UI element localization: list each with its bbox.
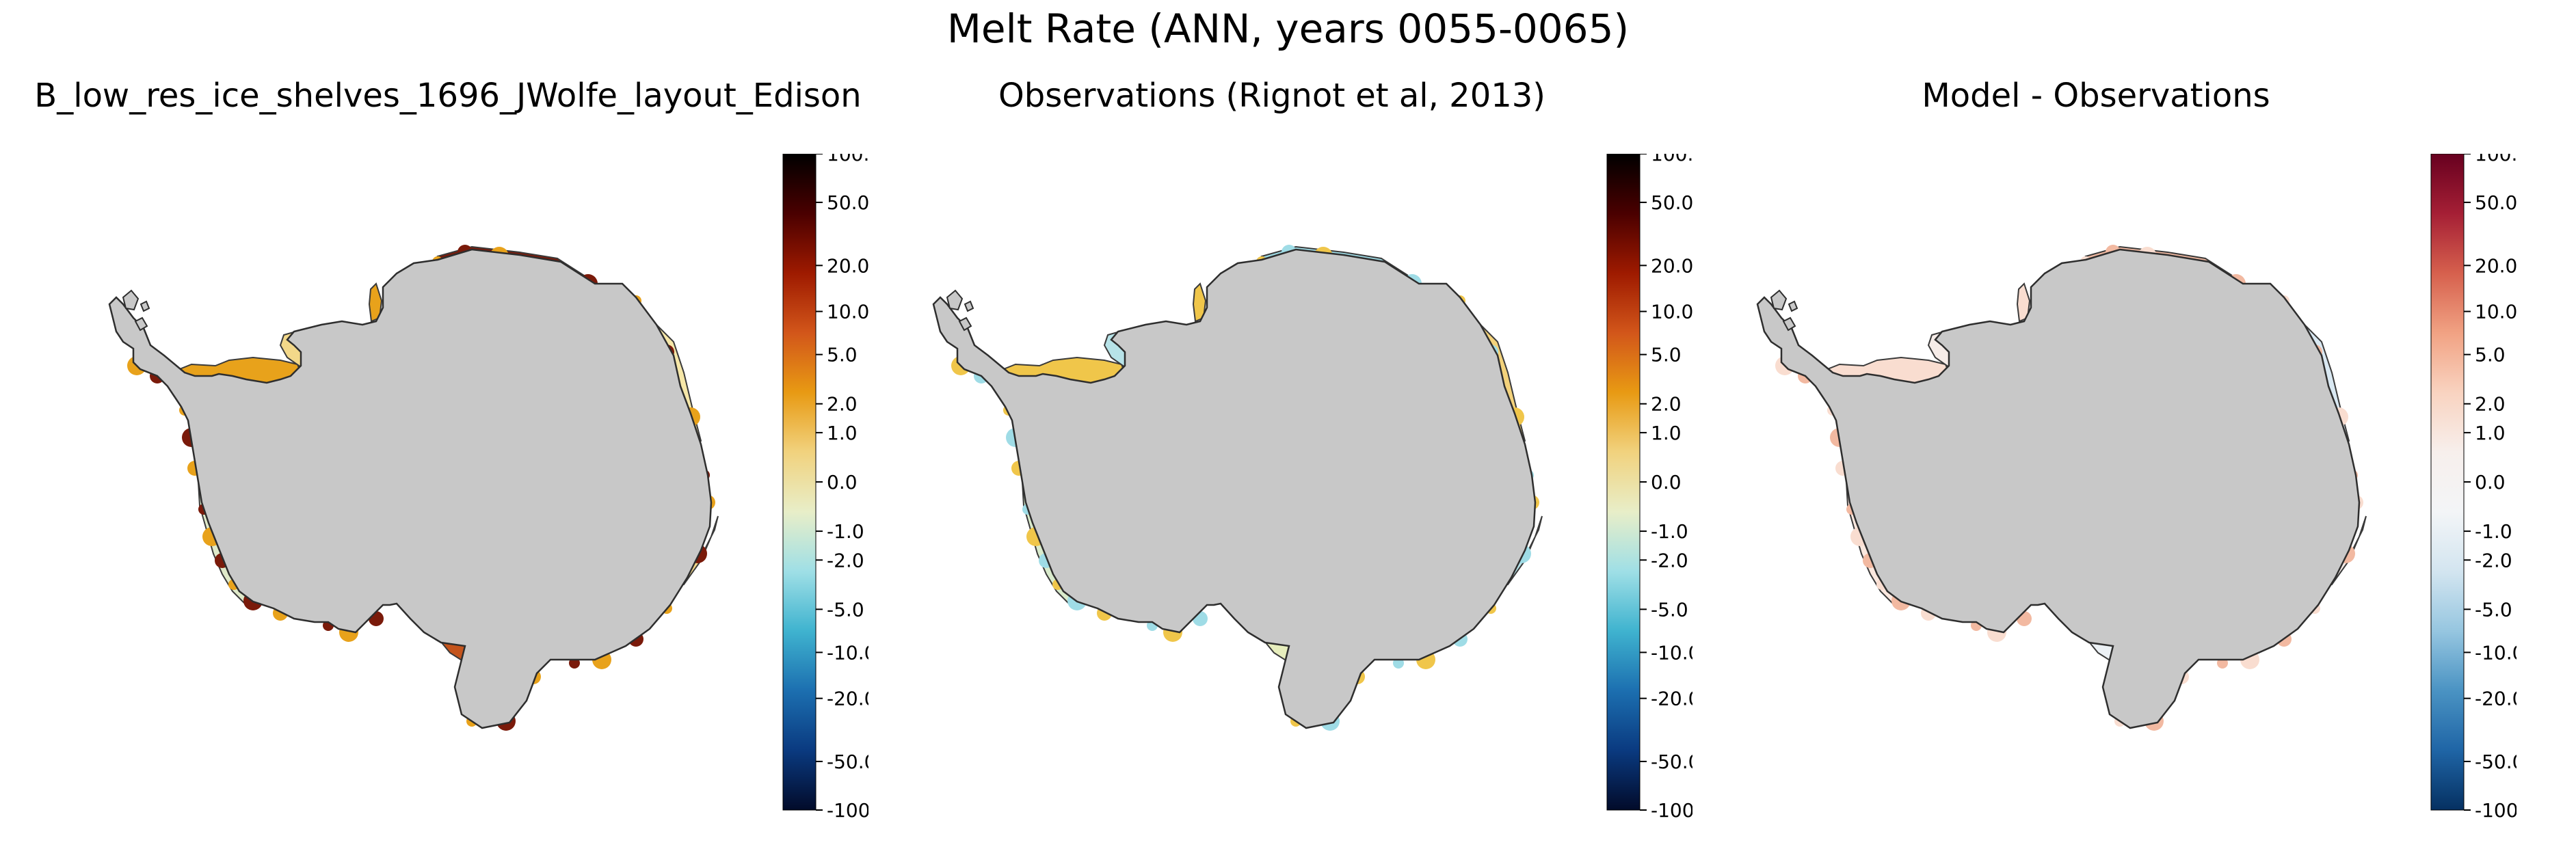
panel-observations: Observations (Rignot et al, 2013) 100.0 5… [851, 68, 1692, 834]
island [122, 289, 140, 311]
colorbar-tick-label: -10.0 [2475, 641, 2517, 664]
colorbar-tick-label: -2.0 [2475, 549, 2512, 571]
colorbar-tick-label: -20.0 [827, 688, 868, 710]
colorbar-tick-label: 5.0 [1651, 344, 1682, 366]
colorbar-tick-label: -10.0 [1651, 641, 1692, 664]
colorbar-tick-label: 5.0 [2475, 344, 2506, 366]
colorbar-tick-label: -20.0 [1651, 688, 1692, 710]
colorbar-tick-label: -50.0 [1651, 751, 1692, 773]
colorbar-tick-label: 100.0 [1651, 154, 1692, 165]
figure-suptitle: Melt Rate (ANN, years 0055-0065) [946, 5, 1630, 52]
colorbar-tick-label: -10.0 [827, 641, 868, 664]
colorbar-tick-label: 2.0 [2475, 393, 2506, 416]
melt-rate-map: 100.0 50.0 20.0 10.0 5.0 2.0 1.0 0.0 -1.0 -2.0 -5.… [932, 154, 1692, 822]
island [140, 300, 150, 312]
colorbar-tick-label: 20.0 [2475, 254, 2517, 277]
antarctica-landmass [932, 248, 1537, 729]
ice-shelf [1192, 282, 1207, 323]
colorbar-tick-label: 1.0 [2475, 422, 2506, 444]
colorbar-tick-label: 2.0 [827, 393, 858, 416]
ice-shelf [2016, 282, 2031, 323]
panel-model: B_low_res_ice_shelves_1696_JWolfe_layout… [27, 68, 868, 834]
island [958, 316, 972, 332]
island [1788, 300, 1798, 312]
colorbar-tick-label: 0.0 [1651, 471, 1682, 494]
colorbar-tick-label: 20.0 [1651, 254, 1692, 277]
melt-rate-map: 100.0 50.0 20.0 10.0 5.0 2.0 1.0 0.0 -1.0 -2.0 -5.… [1756, 154, 2517, 822]
island [1782, 316, 1796, 332]
colorbar-tick-label: 50.0 [2475, 191, 2517, 214]
colorbar-tick-label: -100.0 [827, 799, 868, 822]
colorbar-tick-label: 10.0 [827, 301, 868, 323]
colorbar [1606, 154, 1641, 811]
colorbar-tick-label: -1.0 [2475, 520, 2512, 543]
map-area: 100.0 50.0 20.0 10.0 5.0 2.0 1.0 0.0 -1.0 -2.0 -5.… [851, 154, 1692, 831]
colorbar-tick-label: -1.0 [827, 520, 864, 543]
antarctica-landmass [1756, 248, 2361, 729]
panel-title: Model - Observations [1922, 77, 2270, 115]
colorbar-tick-label: 0.0 [827, 471, 858, 494]
colorbar-tick-label: -5.0 [2475, 598, 2512, 621]
melt-rate-map: 100.0 50.0 20.0 10.0 5.0 2.0 1.0 0.0 -1.0 -2.0 -5.… [108, 154, 868, 822]
colorbar-tick-label: 10.0 [2475, 301, 2517, 323]
panel-model-minus-observations: Model - Observations 100.0 50.0 20.0 10.0 5.… [1675, 68, 2517, 834]
colorbar-tick-label: 100.0 [827, 154, 868, 165]
colorbar-tick-label: 20.0 [827, 254, 868, 277]
colorbar-tick-label: -5.0 [1651, 598, 1688, 621]
colorbar-tick-label: 50.0 [1651, 191, 1692, 214]
colorbar-tick-label: -50.0 [827, 751, 868, 773]
colorbar-tick-label: -5.0 [827, 598, 864, 621]
island [964, 300, 974, 312]
colorbar-tick-label: 50.0 [827, 191, 868, 214]
colorbar-tick-label: -2.0 [827, 549, 864, 571]
colorbar-tick-label: -100.0 [2475, 799, 2517, 822]
panel-title: B_low_res_ice_shelves_1696_JWolfe_layout… [34, 77, 862, 115]
panel-title: Observations (Rignot et al, 2013) [998, 77, 1546, 115]
map-area: 100.0 50.0 20.0 10.0 5.0 2.0 1.0 0.0 -1.0 -2.0 -5.… [27, 154, 868, 831]
colorbar-tick-label: 5.0 [827, 344, 858, 366]
map-area: 100.0 50.0 20.0 10.0 5.0 2.0 1.0 0.0 -1.0 -2.0 -5.… [1675, 154, 2517, 831]
colorbar-tick-label: -2.0 [1651, 549, 1688, 571]
colorbar [782, 154, 816, 811]
ice-shelf [368, 282, 383, 323]
colorbar-tick-label: -20.0 [2475, 688, 2517, 710]
island [1770, 289, 1788, 311]
colorbar-tick-label: -100.0 [1651, 799, 1692, 822]
colorbar-tick-label: 10.0 [1651, 301, 1692, 323]
colorbar-tick-label: 0.0 [2475, 471, 2506, 494]
island [134, 316, 148, 332]
antarctica-landmass [108, 248, 713, 729]
colorbar-tick-label: -1.0 [1651, 520, 1688, 543]
colorbar [2430, 154, 2465, 811]
island [946, 289, 964, 311]
colorbar-tick-label: 1.0 [1651, 422, 1682, 444]
colorbar-tick-label: 1.0 [827, 422, 858, 444]
colorbar-tick-label: -50.0 [2475, 751, 2517, 773]
colorbar-tick-label: 2.0 [1651, 393, 1682, 416]
colorbar-tick-label: 100.0 [2475, 154, 2517, 165]
